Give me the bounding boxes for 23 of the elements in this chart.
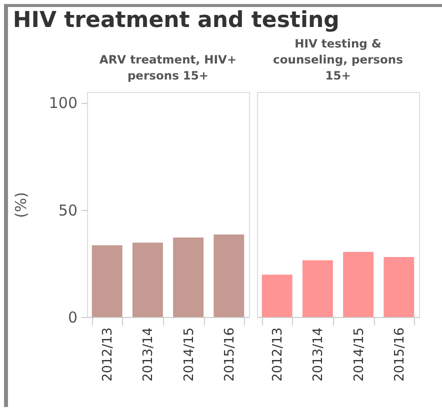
chart-title: HIV treatment and testing bbox=[12, 8, 340, 33]
y-axis-title: (%) bbox=[12, 192, 30, 218]
bar bbox=[92, 245, 122, 317]
x-tick-label: 2014/15 bbox=[182, 328, 197, 382]
x-tick-label: 2014/15 bbox=[352, 328, 367, 382]
bar bbox=[262, 274, 292, 317]
bar bbox=[173, 238, 204, 317]
x-tick-label: 2012/13 bbox=[100, 328, 116, 382]
bar bbox=[343, 252, 374, 317]
y-tick-label: 100 bbox=[48, 94, 78, 112]
x-tick-label: 2015/16 bbox=[392, 328, 408, 382]
chart-subtitle: HIV testing & counseling, persons 15+ bbox=[273, 36, 404, 82]
x-tick-label: 2013/14 bbox=[311, 328, 326, 382]
y-tick-label: 50 bbox=[58, 201, 78, 220]
bar bbox=[384, 257, 414, 317]
chart-subtitle: ARV treatment, HIV+ persons 15+ bbox=[99, 52, 237, 82]
bar bbox=[214, 234, 244, 317]
bar bbox=[132, 242, 163, 317]
x-tick-label: 2012/13 bbox=[270, 328, 286, 382]
bar bbox=[302, 260, 333, 317]
y-tick-label: 0 bbox=[68, 308, 78, 326]
x-tick-label: 2013/14 bbox=[141, 328, 156, 382]
x-tick-label: 2015/16 bbox=[222, 328, 238, 382]
